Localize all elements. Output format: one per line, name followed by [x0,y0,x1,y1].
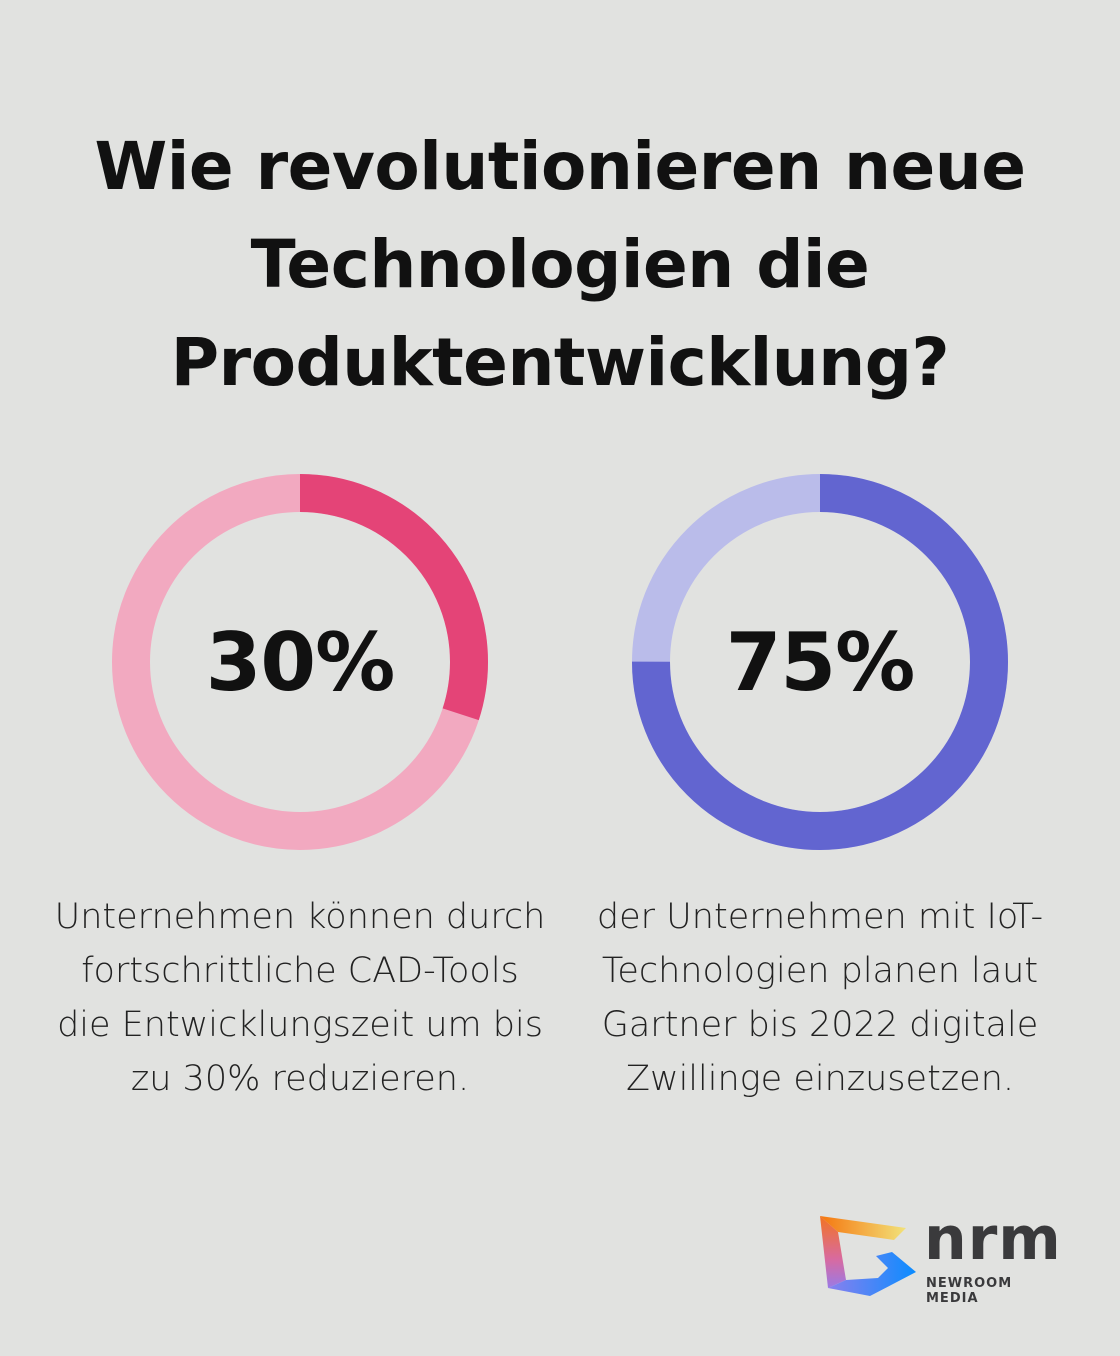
logo-subtitle: NEWROOM MEDIA [926,1276,1013,1306]
donut-chart-1: 30% [110,472,490,852]
donut-svg-2 [632,474,1008,850]
logo-wordmark: nrm [924,1204,1062,1274]
donut-value-slice [632,474,1008,850]
donut-svg-1 [112,474,488,850]
logo-mark-icon [820,1216,916,1296]
page-title: Wie revolutionieren neue Technologien di… [94,128,1026,401]
donut-value-slice [112,474,488,850]
donut-value-label: 75% [725,615,915,709]
donut-value-label: 30% [205,615,395,709]
logo: nrm NEWROOM MEDIA [818,1204,1068,1306]
donut-description-2: der Unternehmen mit IoT-Technologien pla… [596,897,1044,1099]
donut-chart-2: 75% [630,472,1010,852]
donut-description-1: Unternehmen können durch fortschrittlich… [54,897,546,1099]
